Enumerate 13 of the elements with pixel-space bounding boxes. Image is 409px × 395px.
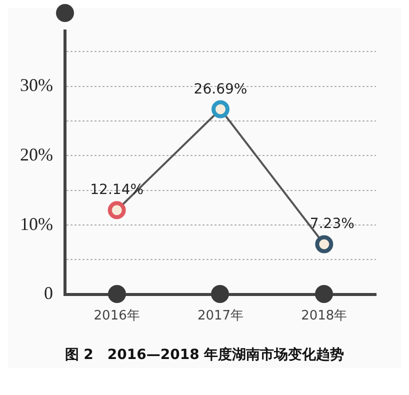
- x-tick-label: 2018年: [301, 308, 348, 324]
- y-tick-label: 0: [44, 283, 53, 304]
- data-label: 26.69%: [194, 81, 248, 98]
- text: 图 2 2016—2018 年度湖南市场变化趋势: [64, 346, 346, 365]
- x-tick-label: 2016年: [94, 308, 140, 324]
- point: [108, 201, 126, 220]
- y-tick-label: 10%: [20, 214, 53, 234]
- x-tick-label: 2017年: [197, 308, 244, 324]
- point: [315, 235, 334, 254]
- point: [211, 100, 230, 118]
- y-tick-label: 20%: [20, 144, 53, 164]
- y-tick-label: 30%: [20, 75, 53, 96]
- data-label: 7.23%: [310, 216, 354, 232]
